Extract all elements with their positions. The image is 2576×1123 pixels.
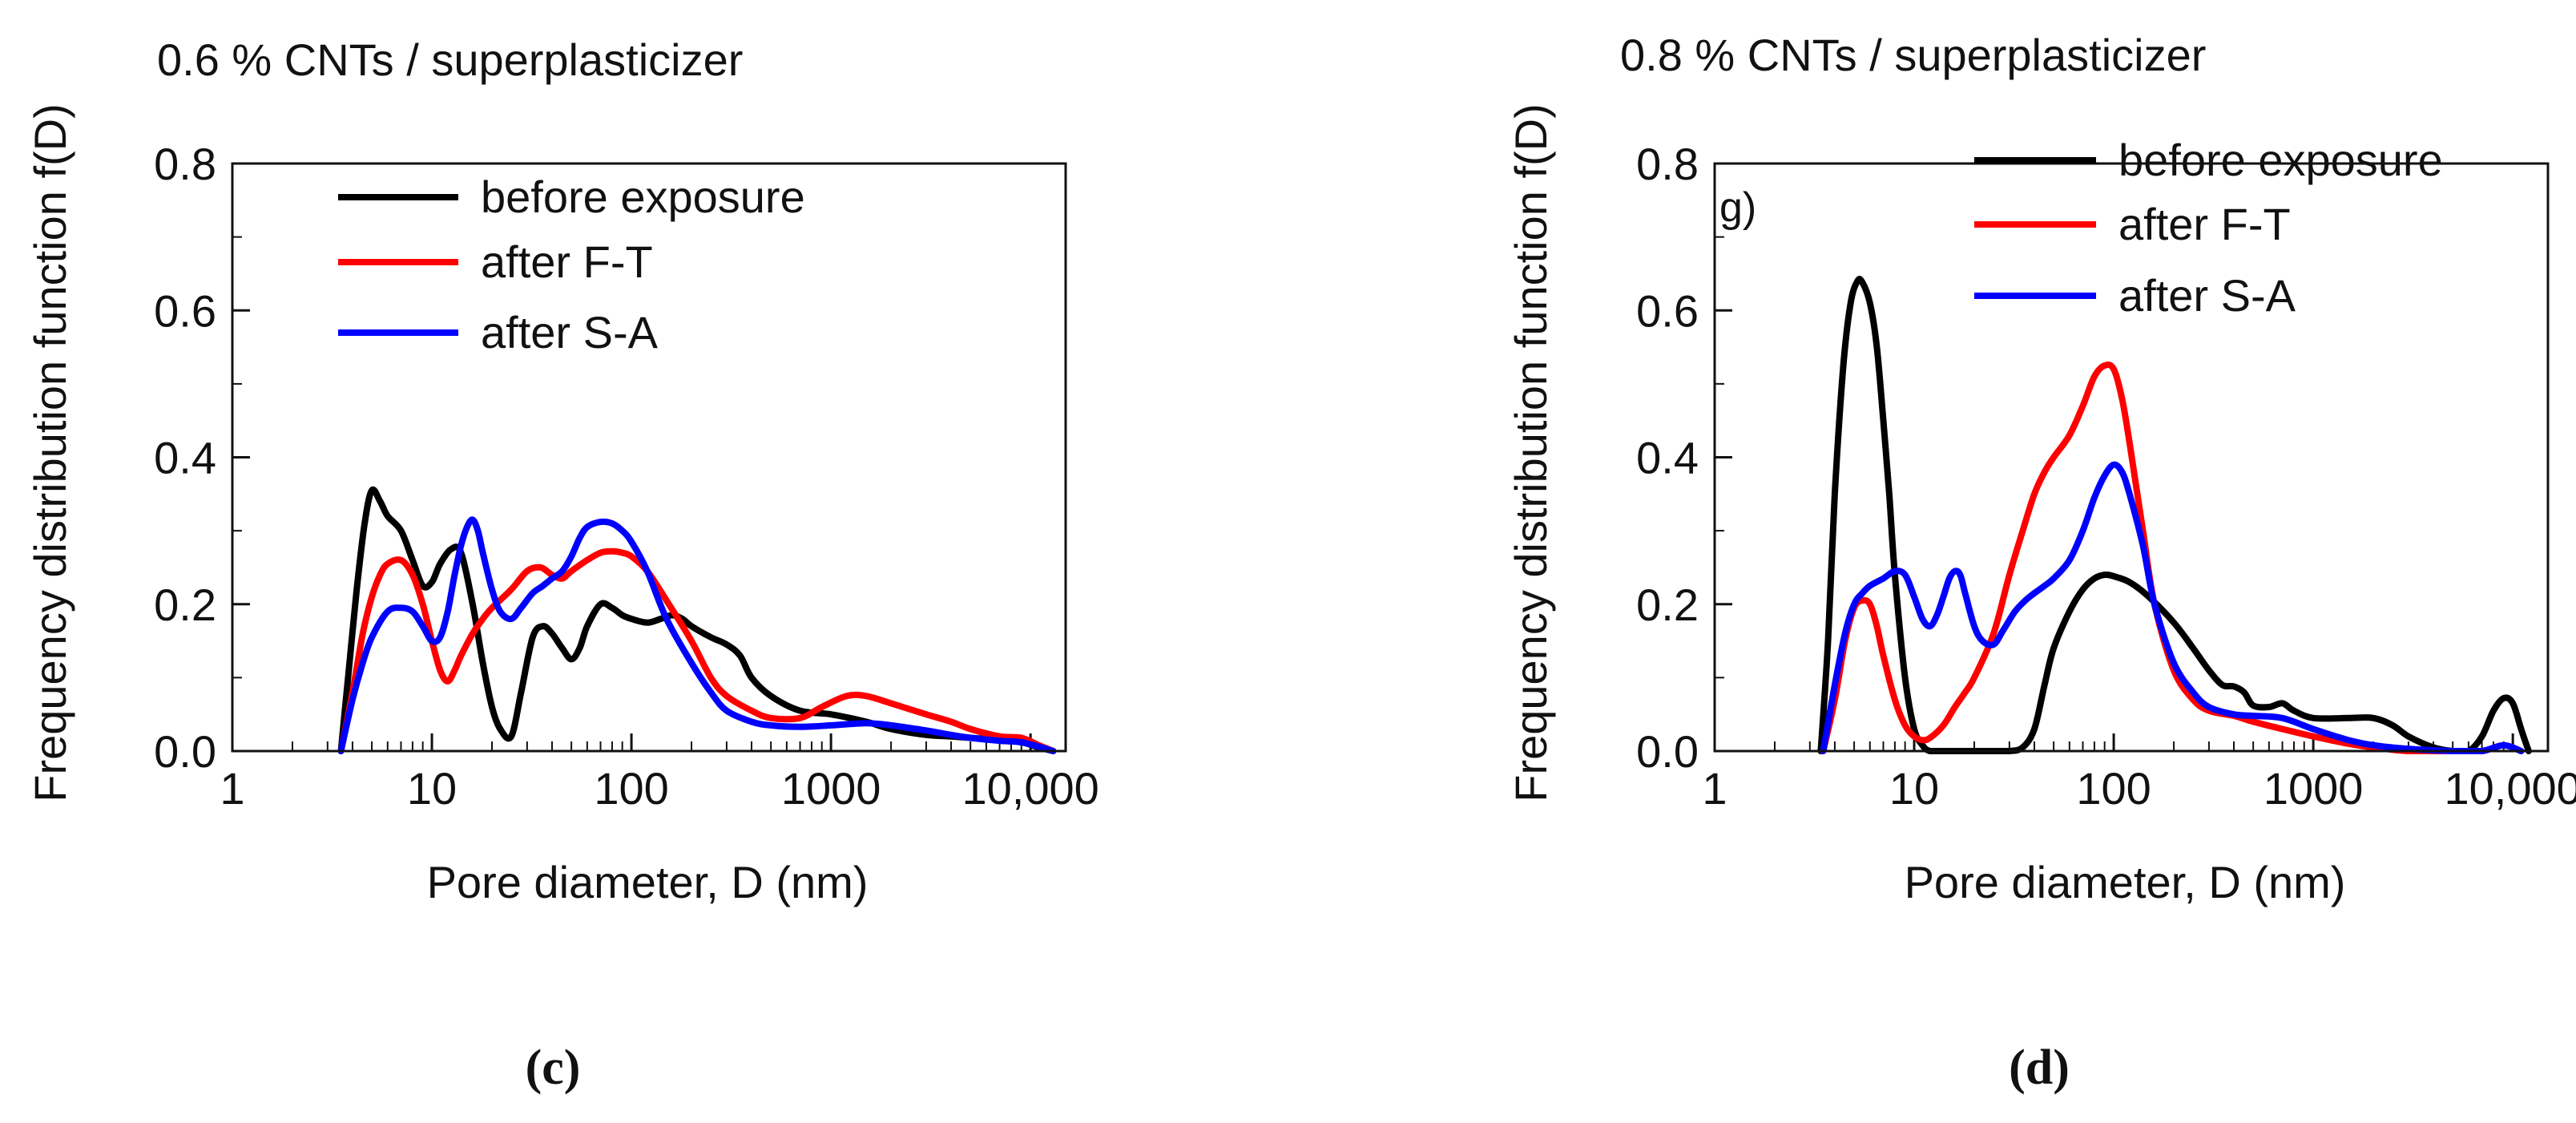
x-tick-label: 10: [407, 763, 457, 814]
series-line-before-exposure: [337, 486, 1057, 754]
y-tick-label: 0.6: [1636, 285, 1699, 336]
x-axis-label: Pore diameter, D (nm): [1905, 857, 2346, 907]
x-tick-label: 100: [2076, 763, 2151, 814]
legend-label-after-ft: after F-T: [2118, 199, 2291, 249]
x-tick-label: 10,000: [2445, 763, 2576, 814]
axis-ticks: 1 10 100 1000 10,000 0.0 0.2 0.4 0.6 0.8: [1636, 139, 2576, 814]
y-tick-label: 0.4: [1636, 433, 1699, 483]
x-tick-label: 1: [1702, 763, 1727, 814]
chart-panel-d: 0.8 % CNTs / superplasticizer Frequency …: [1506, 30, 2576, 1095]
series-line-after-f-t: [1820, 361, 2525, 754]
legend: before exposure after F-T after S-A: [1974, 135, 2443, 321]
legend-label-after-sa: after S-A: [2118, 270, 2296, 321]
y-tick-label: 0.0: [1636, 726, 1699, 777]
legend-label-after-ft: after F-T: [481, 236, 653, 287]
legend-label-before-exposure: before exposure: [2118, 135, 2443, 185]
x-tick-label: 10: [1889, 763, 1939, 814]
chart-panel-c: 0.6 % CNTs / superplasticizer Frequency …: [25, 34, 1099, 1095]
y-tick-label: 0.2: [154, 580, 216, 630]
y-axis-label: Frequency distribution function f(D): [1506, 103, 1556, 802]
y-tick-label: 0.6: [154, 285, 216, 336]
series-lines: [1817, 276, 2532, 754]
inner-panel-label: g): [1719, 184, 1756, 231]
y-tick-label: 0.8: [154, 139, 216, 189]
series-line-before-exposure: [1817, 276, 2532, 754]
axis-ticks: 1 10 100 1000 10,000 0.0 0.2 0.4 0.6 0.8: [154, 139, 1099, 814]
x-tick-label: 100: [594, 763, 668, 814]
x-axis-label: Pore diameter, D (nm): [427, 857, 869, 907]
panel-label: (c): [526, 1040, 581, 1095]
chart-title: 0.6 % CNTs / superplasticizer: [157, 34, 743, 85]
panel-label: (d): [2009, 1040, 2070, 1095]
chart-title: 0.8 % CNTs / superplasticizer: [1620, 30, 2206, 80]
series-line-after-s-a: [1820, 461, 2525, 754]
series-lines: [337, 486, 1057, 754]
x-tick-label: 10,000: [962, 763, 1099, 814]
series-line-after-s-a: [337, 516, 1057, 754]
plot-frame: [1713, 162, 2550, 753]
y-tick-label: 0.4: [154, 433, 216, 483]
y-tick-label: 0.2: [1636, 580, 1699, 630]
plot-frame: [231, 162, 1067, 753]
x-tick-label: 1: [220, 763, 244, 814]
legend: before exposure after F-T after S-A: [338, 172, 805, 358]
series-line-after-f-t: [337, 547, 1057, 754]
x-tick-label: 1000: [2264, 763, 2364, 814]
x-tick-label: 1000: [781, 763, 881, 814]
y-axis-label: Frequency distribution function f(D): [25, 103, 75, 802]
legend-label-before-exposure: before exposure: [481, 172, 805, 222]
legend-label-after-sa: after S-A: [481, 307, 659, 358]
y-tick-label: 0.8: [1636, 139, 1699, 189]
y-tick-label: 0.0: [154, 726, 216, 777]
